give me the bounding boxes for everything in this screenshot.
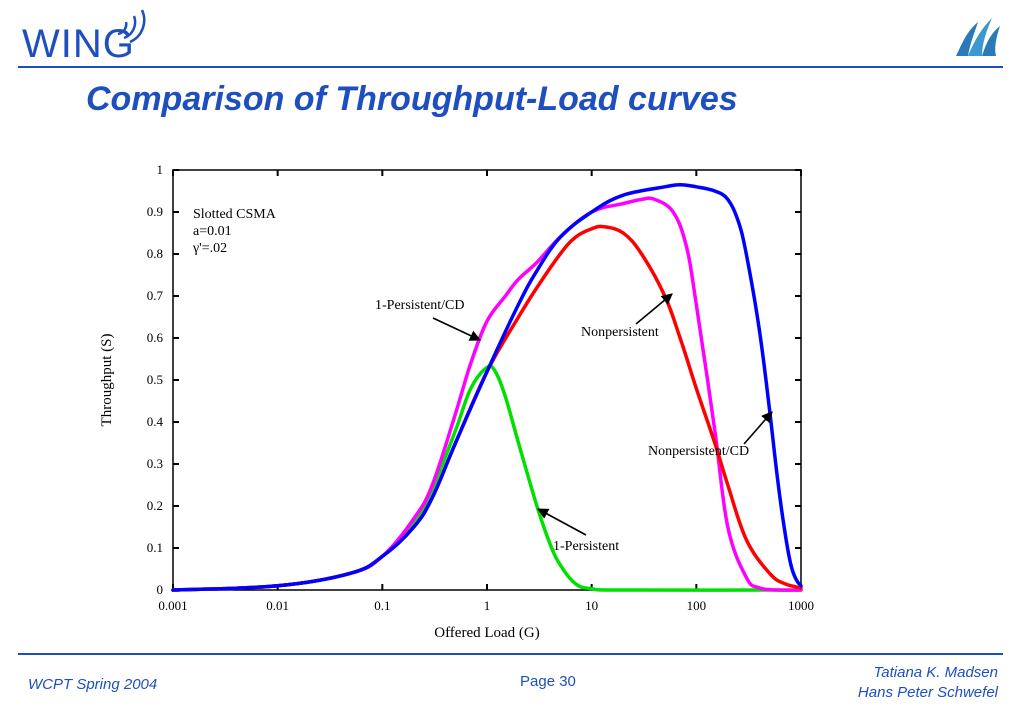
pointer-arrow-nonpersistent-cd <box>743 411 773 445</box>
curve-label-nonpersistent: Nonpersistent <box>581 325 659 340</box>
y-tick-label: 1 <box>157 162 164 177</box>
series-line-nonpersistent <box>171 224 803 592</box>
curve-label-1-persistent: 1-Persistent <box>553 539 619 554</box>
x-tick-label: 0.001 <box>158 598 187 613</box>
series-line-nonpersistent-cd <box>171 182 803 592</box>
pointer-arrow-nonpersistent <box>635 293 673 325</box>
curve-label-nonpersistent-cd: Nonpersistent/CD <box>648 444 749 459</box>
footer-course: WCPT Spring 2004 <box>28 676 158 693</box>
y-tick-label: 0.7 <box>147 288 164 303</box>
footer-authors: Tatiana K. Madsen Hans Peter Schwefel <box>858 663 998 703</box>
x-tick-label: 1000 <box>788 598 814 613</box>
x-tick-label: 100 <box>687 598 707 613</box>
annotation-line-1: Slotted CSMA <box>193 207 277 222</box>
curve-label-1-persistent-cd: 1-Persistent/CD <box>375 298 464 313</box>
footer-divider <box>18 653 1003 655</box>
y-tick-label: 0.4 <box>147 414 164 429</box>
y-axis-label: Throughput (S) <box>99 334 115 427</box>
x-tick-label: 0.01 <box>266 598 289 613</box>
y-tick-label: 0.8 <box>147 246 163 261</box>
slide-title: Comparison of Throughput-Load curves <box>86 80 738 118</box>
signal-waves-icon <box>117 9 146 44</box>
y-tick-label: 0.9 <box>147 204 163 219</box>
header-divider <box>18 66 1003 68</box>
y-tick-label: 0.2 <box>147 498 163 513</box>
x-tick-label: 1 <box>484 598 491 613</box>
footer-page-number: Page 30 <box>520 673 576 690</box>
y-tick-label: 0.1 <box>147 540 163 555</box>
series-line-1-persistent-cd <box>171 196 803 592</box>
y-tick-label: 0 <box>157 582 164 597</box>
y-tick-label: 0.5 <box>147 372 163 387</box>
wing-logo-text: WING <box>22 22 135 66</box>
x-axis-label: Offered Load (G) <box>434 625 540 641</box>
pointer-arrow-1-persistent-cd <box>432 317 482 341</box>
series-line-1-persistent <box>171 364 803 592</box>
annotation-line-3: γ'=.02 <box>192 241 227 256</box>
annotation-line-2: a=0.01 <box>193 224 232 239</box>
pointer-arrow-1-persistent <box>537 508 587 536</box>
y-tick-label: 0.6 <box>147 330 164 345</box>
y-tick-label: 0.3 <box>147 456 163 471</box>
x-tick-label: 10 <box>585 598 598 613</box>
university-logo-icon <box>956 18 1000 56</box>
footer-author-1: Tatiana K. Madsen <box>873 664 998 681</box>
x-tick-label: 0.1 <box>374 598 390 613</box>
footer-author-2: Hans Peter Schwefel <box>857 684 998 701</box>
